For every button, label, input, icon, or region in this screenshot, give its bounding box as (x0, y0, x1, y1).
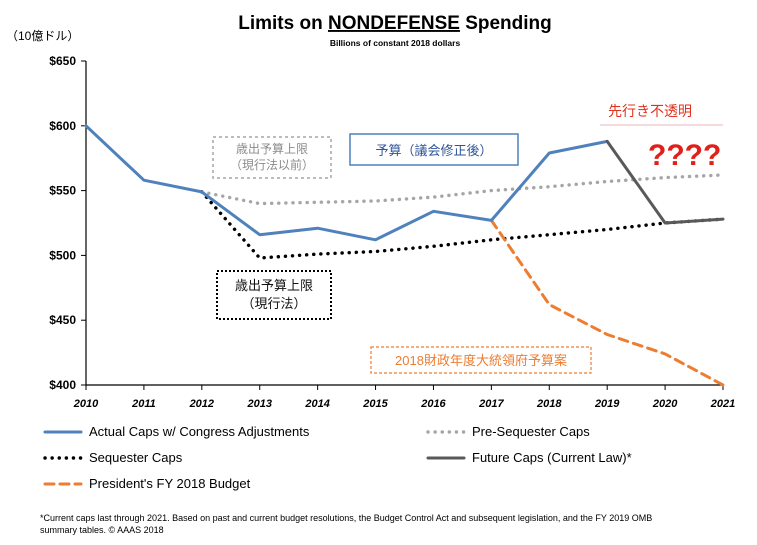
series-line-future-caps-current-law (605, 139, 725, 225)
x-tick-label: 2010 (73, 398, 99, 410)
president-budget-annotation: 2018財政年度大統領府予算案 (395, 353, 567, 368)
pre-sequester-annotation-line1: 歳出予算上限 (236, 141, 308, 156)
x-tick-label: 2013 (246, 398, 271, 410)
legend-label: Future Caps (Current Law)* (472, 450, 632, 465)
x-tick-label: 2015 (362, 398, 388, 410)
amended-budget-annotation-box (349, 133, 519, 166)
x-tick-label: 2016 (420, 398, 446, 410)
x-tick-label: 2014 (304, 398, 329, 410)
series-line-president-s-fy-2018-budget (489, 218, 725, 387)
sequester-annotation-line2: （現行法） (241, 296, 306, 311)
x-tick-label: 2018 (536, 398, 562, 410)
sequester-annotation-box (216, 270, 332, 320)
x-axis-ticks: 2010 2011 2012 2013 2014 2015 2016 2017 2018 2019… (73, 385, 735, 410)
x-tick-label: 2012 (189, 398, 214, 410)
chart-subtitle: Billions of constant 2018 dollars (330, 38, 461, 48)
legend: Actual Caps w/ Congress Adjustments Pre-S… (43, 424, 632, 491)
legend-label: President's FY 2018 Budget (89, 476, 251, 491)
chart-title: Limits on NONDEFENSE Spending (238, 13, 552, 34)
y-tick-label: $400 (49, 378, 76, 392)
y-axis-ticks: $650 $600 $550 $500 $450 $400 (49, 54, 86, 392)
series-line-pre-sequester-caps (200, 173, 725, 206)
y-tick-label: $650 (49, 54, 76, 68)
legend-label: Sequester Caps (89, 450, 183, 465)
y-tick-label: $550 (49, 184, 76, 198)
y-tick-label: $600 (49, 119, 76, 133)
x-tick-label: 2011 (131, 398, 156, 410)
footnote-line1: *Current caps last through 2021. Based o… (40, 513, 652, 523)
outlook-annotation: 先行き不透明 (608, 103, 692, 119)
amended-budget-annotation: 予算（議会修正後） (375, 143, 492, 158)
series-layer (84, 124, 725, 387)
y-unit-label: （10億ドル） (6, 29, 79, 43)
president-budget-annotation-box (370, 346, 592, 374)
x-tick-label: 2017 (478, 398, 504, 410)
legend-label: Pre-Sequester Caps (472, 424, 590, 439)
series-line-actual-caps-w-congress-adjustments (84, 124, 609, 242)
x-tick-label: 2021 (710, 398, 735, 410)
x-tick-label: 2020 (652, 398, 678, 410)
legend-label: Actual Caps w/ Congress Adjustments (89, 424, 310, 439)
y-tick-label: $500 (49, 248, 76, 262)
series-line-sequester-caps (200, 190, 725, 260)
pre-sequester-annotation-line2: （現行法以前） (230, 157, 314, 172)
x-tick-label: 2019 (594, 398, 620, 410)
sequester-annotation-line1: 歳出予算上限 (235, 278, 313, 293)
question-marks: ???? (648, 139, 721, 172)
pre-sequester-annotation-box (212, 136, 332, 179)
footnote-line2: summary tables. © AAAS 2018 (40, 525, 164, 535)
y-tick-label: $450 (49, 313, 76, 327)
